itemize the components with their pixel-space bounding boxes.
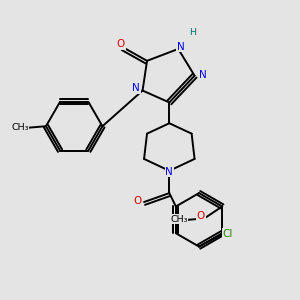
Text: O: O: [117, 40, 125, 50]
Text: CH₃: CH₃: [170, 215, 188, 224]
Text: H: H: [190, 28, 196, 37]
Text: O: O: [134, 196, 142, 206]
Text: CH₃: CH₃: [11, 123, 28, 132]
Text: Cl: Cl: [223, 229, 233, 239]
Text: N: N: [177, 42, 184, 52]
Text: N: N: [199, 70, 207, 80]
Text: N: N: [165, 167, 173, 177]
Text: O: O: [197, 211, 205, 221]
Text: N: N: [132, 83, 140, 93]
